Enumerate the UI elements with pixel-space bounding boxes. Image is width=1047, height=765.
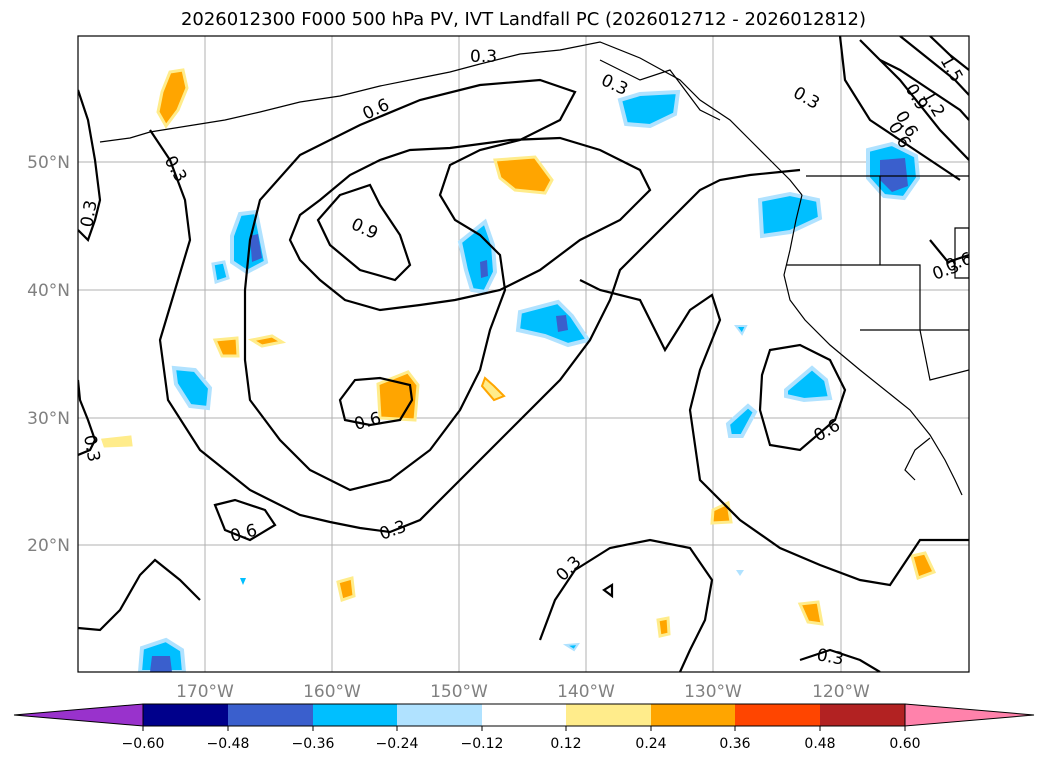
contour-east — [579, 279, 969, 587]
contour-0.3 — [78, 558, 201, 632]
colorbar-tick-label: 0.60 — [889, 736, 920, 752]
colorbar-tick-label: 0.12 — [550, 736, 581, 752]
ivt-positive-blob — [212, 336, 240, 358]
map-title: 2026012300 F000 500 hPa PV, IVT Landfall… — [180, 9, 867, 30]
ivt-negative-blob — [736, 570, 744, 576]
ivt-positive-blob — [493, 155, 554, 195]
colorbar-segment — [735, 704, 820, 726]
contour-0.3 — [78, 89, 102, 243]
longitude-labels: 170°W 160°W 150°W 140°W 130°W 120°W — [176, 682, 870, 702]
lon-label: 120°W — [812, 682, 870, 702]
map-frame — [77, 35, 970, 673]
contour-upper-right — [899, 36, 969, 96]
contour-0.6 — [758, 343, 847, 452]
contour-label: 0.3 — [77, 199, 101, 229]
lat-label: 50°N — [27, 153, 70, 173]
contour-label: 0.3 — [79, 433, 103, 463]
ivt-negative-blob — [880, 158, 908, 192]
contour-upper-right — [838, 36, 961, 181]
contour-0.3 — [149, 129, 801, 534]
colorbar-segment — [566, 704, 651, 726]
ivt-negative-blob — [250, 234, 262, 262]
ivt-negative-blob — [171, 365, 213, 411]
ivt-positive-blob — [910, 551, 937, 580]
lon-label: 130°W — [684, 682, 742, 702]
colorbar-segment — [651, 704, 735, 726]
colorbar-tick-label: 0.24 — [635, 736, 666, 752]
ivt-negative-blob — [515, 299, 592, 348]
ivt-negative-blob — [784, 365, 833, 403]
ivt-negative-blob — [617, 89, 681, 129]
ivt-negative-blob — [556, 315, 568, 332]
contour-0.3 — [538, 538, 714, 672]
contour-0.3 — [78, 379, 97, 457]
ivt-negative-blob — [211, 260, 230, 284]
plot-area — [78, 36, 969, 672]
contour-0.6 — [213, 498, 277, 542]
ivt-negative-blob — [562, 642, 580, 652]
ivt-positive-blob — [247, 334, 287, 348]
ivt-positive-blob — [336, 576, 356, 602]
colorbar-segment — [228, 704, 313, 726]
contour-label: 0.3 — [815, 645, 845, 669]
colorbar-tick-label: −0.48 — [207, 736, 250, 752]
contour-label: 0.3 — [470, 47, 497, 67]
ivt-positive-blob — [100, 435, 133, 448]
contour-0.9 — [316, 183, 412, 282]
ivt-positive-blob — [797, 600, 824, 626]
colorbar-tick-label: −0.36 — [292, 736, 335, 752]
lat-label: 30°N — [27, 409, 70, 429]
colorbar-tick-label: −0.12 — [461, 736, 504, 752]
ivt-negative-blob — [734, 325, 748, 336]
contour-0.6 — [338, 376, 414, 427]
lon-label: 160°W — [303, 682, 361, 702]
contour-labels: 0.3 0.6 0.9 0.3 0.6 0.9 1.2 1.5 0.6 0.3 … — [77, 47, 969, 670]
ivt-positive-blob — [710, 500, 733, 525]
lon-label: 150°W — [430, 682, 488, 702]
colorbar-extend-high — [904, 703, 1035, 727]
latitude-labels: 50°N 40°N 30°N 20°N — [27, 153, 70, 556]
colorbar-tick-label: 0.48 — [804, 736, 835, 752]
contour-east-loop — [929, 239, 969, 264]
colorbar-segment — [820, 704, 905, 726]
colorbar-tick-label: −0.60 — [122, 736, 165, 752]
pv-contours — [78, 36, 969, 672]
coastlines — [99, 41, 969, 496]
ivt-negative-blob — [725, 403, 758, 438]
ivt-negative-blob — [150, 656, 172, 672]
contour-upper-right — [879, 59, 969, 121]
colorbar-segment — [397, 704, 482, 726]
ivt-negative-blob — [240, 578, 246, 585]
ivt-positive-blob — [656, 616, 671, 638]
lat-label: 20°N — [27, 536, 70, 556]
contour-0.6 — [288, 136, 652, 312]
colorbar-tick-label: 0.36 — [719, 736, 750, 752]
contour-upper-right — [929, 36, 969, 71]
contour-0.3 — [799, 648, 881, 672]
ivt-negative-blob — [480, 260, 488, 278]
lat-label: 40°N — [27, 281, 70, 301]
contour-upper-right — [859, 39, 969, 161]
colorbar-segment — [482, 704, 566, 726]
colorbar-segment — [313, 704, 397, 726]
colorbar-extend-low — [13, 703, 144, 727]
colorbar: −0.60 −0.48 −0.36 −0.24 −0.12 0.12 0.24 … — [13, 703, 1035, 752]
contour-0.3 — [602, 583, 614, 599]
lon-label: 140°W — [557, 682, 615, 702]
colorbar-segment — [143, 704, 228, 726]
colorbar-tick-label: −0.24 — [376, 736, 419, 752]
ivt-positive-blob — [480, 376, 506, 402]
contour-0.6 — [243, 78, 577, 492]
ivt-negative-blob — [757, 191, 823, 239]
lon-label: 170°W — [176, 682, 234, 702]
ivt-positive-blob — [156, 68, 189, 129]
